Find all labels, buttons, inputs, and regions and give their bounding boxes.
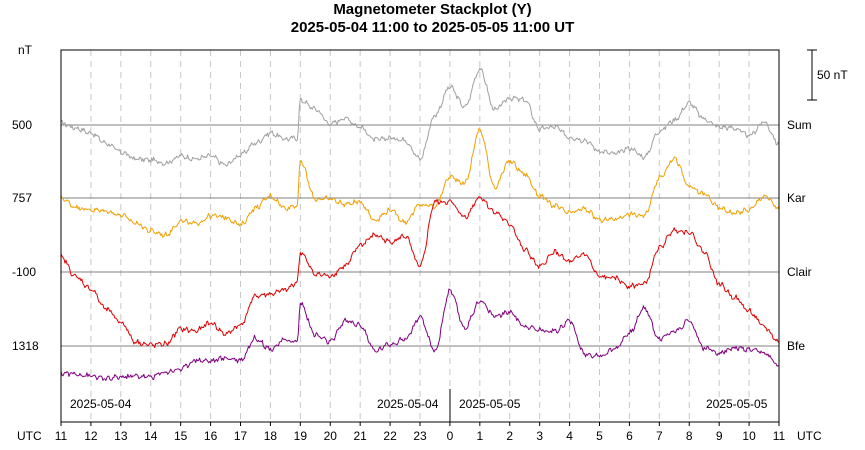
vertical-grid [90,50,750,422]
x-tick-label: 20 [324,429,338,443]
x-tick-label: 16 [204,429,218,443]
baseline-value-kar: 757 [12,191,32,205]
x-tick-label: 19 [294,429,308,443]
x-tick-label: 3 [536,429,543,443]
station-labels: Sum Kar Clair Bfe [787,118,812,353]
x-tick-label: 11 [773,429,786,443]
x-tick-label: 4 [566,429,573,443]
date-label-before-midnight: 2025-05-04 [377,397,439,411]
scale-bar: 50 nT [807,49,848,101]
chart-title: Magnetometer Stackplot (Y) [333,1,532,18]
x-tick-label: 18 [264,429,278,443]
x-tick-label: 8 [686,429,693,443]
station-label-bfe: Bfe [787,339,805,353]
baseline-value-sum: 500 [12,118,32,132]
x-tick-label: 22 [383,429,397,443]
x-tick-label: 15 [174,429,188,443]
baseline-value-bfe: 1318 [12,339,39,353]
y-unit-label: nT [18,43,33,57]
x-tick-label: 5 [596,429,603,443]
x-tick-label: 17 [234,429,248,443]
scale-bar-label: 50 nT [817,68,848,82]
chart-subtitle: 2025-05-04 11:00 to 2025-05-05 11:00 UT [290,19,575,36]
x-tick-label: 23 [413,429,427,443]
x-tick-label: 14 [144,429,158,443]
x-tick-label: 21 [353,429,367,443]
date-label-end: 2025-05-05 [706,397,768,411]
baselines [61,124,779,347]
date-label-start: 2025-05-04 [70,397,132,411]
x-tick-label: 0 [447,429,454,443]
x-tick-label: 12 [84,429,98,443]
series-line-bfe [60,288,780,381]
series-line-sum [60,67,780,167]
series-lines [60,67,780,381]
x-tick-label: 2 [506,429,513,443]
station-label-clair: Clair [787,265,812,279]
x-tick-label: 11 [55,429,68,443]
station-label-sum: Sum [787,118,812,132]
series-line-clair [60,196,780,348]
x-tick-label: 9 [716,429,723,443]
x-tick-label: 6 [626,429,633,443]
baseline-value-labels: 500 757 -100 1318 [12,118,39,353]
series-line-kar [60,128,780,238]
x-axis-prefix: UTC [17,429,42,443]
x-axis: 11 12 13 14 15 16 17 18 19 20 21 22 23 0 1 2 3 4 5 6 7 8 9 10 11 [55,422,786,443]
x-tick-label: 1 [476,429,483,443]
date-label-after-midnight: 2025-05-05 [459,397,521,411]
baseline-value-clair: -100 [12,265,36,279]
x-tick-label: 13 [114,429,128,443]
x-axis-suffix: UTC [797,429,822,443]
station-label-kar: Kar [787,191,806,205]
x-tick-label: 7 [656,429,663,443]
x-tick-label: 10 [742,429,756,443]
